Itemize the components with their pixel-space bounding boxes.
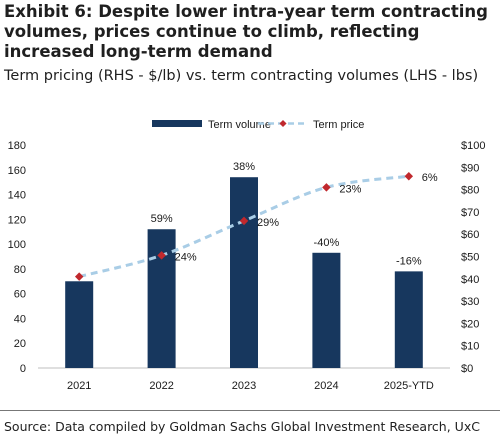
right-tick-label: $0: [461, 363, 473, 375]
x-tick-label: 2025-YTD: [384, 380, 434, 392]
source-note: Source: Data compiled by Goldman Sachs G…: [4, 419, 480, 434]
bar-2025-YTD: [394, 271, 423, 368]
price-data-label: 23%: [339, 183, 361, 195]
bar-2023: [230, 177, 258, 368]
bar-2021: [65, 281, 94, 368]
price-point-2022: [157, 251, 166, 260]
price-data-label: 6%: [422, 172, 438, 184]
source-divider: [0, 410, 500, 411]
legend-label-term-price: Term price: [313, 119, 364, 131]
right-tick-label: $30: [461, 296, 479, 308]
price-point-2021: [74, 272, 84, 281]
bar-data-label: -40%: [314, 237, 340, 249]
left-tick-label: 0: [20, 363, 26, 375]
left-tick-label: 80: [14, 264, 26, 276]
x-tick-label: 2021: [67, 380, 91, 392]
left-tick-label: 60: [14, 289, 26, 301]
legend: Term volume Term price: [152, 119, 364, 131]
x-tick-label: 2023: [232, 380, 256, 392]
legend-swatch-term-volume: [152, 120, 202, 127]
right-tick-label: $60: [461, 229, 479, 241]
chart-title: Exhibit 6: Despite lower intra-year term…: [4, 2, 488, 61]
bar-2022: [147, 229, 176, 368]
legend-marker-term-price: [279, 119, 287, 128]
right-tick-label: $80: [461, 185, 479, 197]
chart-area: Term volume Term price 0 20 40 60 80 100 120 14…: [8, 119, 486, 392]
right-tick-label: $50: [461, 252, 479, 264]
right-tick-label: $40: [461, 274, 479, 286]
price-data-label: 29%: [257, 217, 279, 229]
right-tick-label: $70: [461, 207, 479, 219]
left-tick-label: 100: [8, 239, 26, 251]
right-tick-label: $100: [461, 140, 485, 152]
bar-2024: [312, 252, 341, 368]
bar-data-label: 59%: [151, 213, 173, 225]
left-tick-label: 140: [8, 190, 26, 202]
chart-subtitle: Term pricing (RHS - $/lb) vs. term contr…: [4, 68, 479, 84]
price-point-2023: [239, 216, 249, 226]
left-tick-label: 120: [8, 214, 26, 226]
right-tick-label: $10: [461, 341, 479, 353]
line-series: 24% 29% 23% 6%: [74, 171, 438, 281]
x-axis-ticks: 2021 2022 2023 2024 2025-YTD: [67, 380, 434, 392]
price-data-label: 24%: [175, 251, 197, 263]
left-tick-label: 20: [14, 338, 26, 350]
bar-series: [65, 177, 423, 368]
x-tick-label: 2024: [314, 380, 338, 392]
right-tick-label: $20: [461, 318, 479, 330]
legend-label-term-volume: Term volume: [208, 119, 271, 131]
left-tick-label: 180: [8, 140, 26, 152]
left-tick-label: 160: [8, 165, 26, 177]
price-point-2025-YTD: [404, 171, 414, 181]
bar-data-label: 38%: [233, 161, 255, 173]
right-tick-label: $90: [461, 162, 479, 174]
right-axis-ticks: $0 $10 $20 $30 $40 $50 $60 $70 $80 $90 $100: [461, 140, 485, 375]
left-tick-label: 40: [14, 313, 26, 325]
left-axis-ticks: 0 20 40 60 80 100 120 140 160 180: [8, 140, 26, 375]
bar-data-label: -16%: [396, 255, 422, 267]
price-point-2024: [322, 183, 331, 192]
bar-data-labels: 59% 38% -40% -16%: [151, 161, 422, 267]
x-tick-label: 2022: [149, 380, 173, 392]
